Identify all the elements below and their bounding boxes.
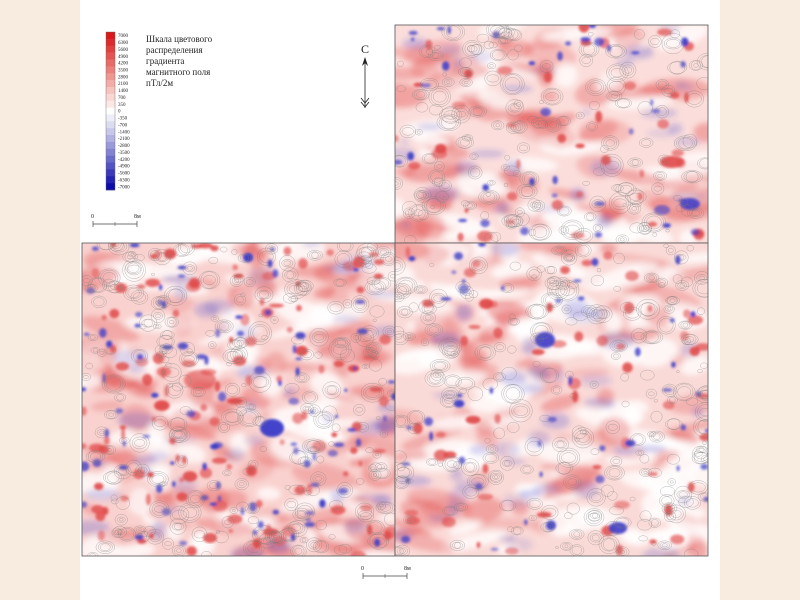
north-arrow: С xyxy=(360,42,370,108)
legend-swatch xyxy=(106,128,115,136)
legend-tick-label: 700 xyxy=(118,96,126,101)
legend-tick-label: -4900 xyxy=(118,165,130,170)
legend-swatch xyxy=(106,86,115,95)
scale-bar-bottom: 0 8м xyxy=(361,566,411,579)
survey-grid-bottom-right xyxy=(394,242,709,557)
scale-top-end: 8м xyxy=(134,214,141,220)
legend-tick-label: -700 xyxy=(118,123,128,128)
legend-swatch xyxy=(106,45,115,53)
legend-title-line-2: распределения xyxy=(146,45,203,55)
color-legend: 7000630056004900420035002800210014007003… xyxy=(105,31,213,191)
legend-swatch xyxy=(106,183,115,191)
legend-tick-label: -1400 xyxy=(118,130,130,135)
legend-tick-label: 0 xyxy=(118,110,121,115)
legend-tick-label: 3500 xyxy=(118,69,129,74)
scale-bottom-end: 8м xyxy=(404,566,411,572)
scale-bottom-zero: 0 xyxy=(361,566,364,572)
legend-tick-label: -5600 xyxy=(118,172,130,177)
legend-tick-label: -2800 xyxy=(118,144,130,149)
legend-title-line-5: пТл/2м xyxy=(146,78,173,88)
survey-grid-bottom-left xyxy=(81,242,396,557)
legend-tick-label: 1400 xyxy=(118,89,129,94)
legend-tick-label: 2100 xyxy=(118,82,129,87)
legend-title-line-1: Шкала цветового xyxy=(146,34,213,44)
legend-title-line-3: градиента xyxy=(146,56,184,66)
legend-tick-label: 4200 xyxy=(118,62,129,67)
legend-swatch xyxy=(106,135,115,143)
north-label: С xyxy=(361,42,369,56)
legend-title-line-4: магнитного поля xyxy=(146,67,210,77)
scale-top-zero: 0 xyxy=(91,214,94,220)
legend-swatch xyxy=(106,121,115,129)
legend-swatch xyxy=(106,66,115,74)
legend-tick-label: 350 xyxy=(118,103,126,108)
legend-tick-label: 5600 xyxy=(118,48,129,53)
legend-swatch xyxy=(106,107,115,115)
legend-tick-label: -3500 xyxy=(118,151,130,156)
legend-color-bar xyxy=(105,31,116,191)
legend-tick-label: -6300 xyxy=(118,178,130,183)
legend-swatch xyxy=(106,155,115,163)
legend-tick-label: 6300 xyxy=(118,41,129,46)
legend-swatch xyxy=(106,52,115,60)
legend-swatch xyxy=(106,59,115,67)
legend-tick-label: -350 xyxy=(118,117,128,122)
survey-grid-top-right xyxy=(394,24,709,244)
legend-tick-label: 2800 xyxy=(118,75,129,80)
legend-tick-labels: 7000630056004900420035002800210014007003… xyxy=(118,34,130,190)
legend-tick-label: -4200 xyxy=(118,158,130,163)
legend-swatch xyxy=(106,73,115,81)
legend-swatch xyxy=(106,100,115,108)
legend-swatch xyxy=(106,93,115,101)
legend-swatch xyxy=(106,141,115,150)
legend-tick-label: 7000 xyxy=(118,34,129,39)
legend-swatch xyxy=(106,176,115,184)
legend-swatch xyxy=(106,38,115,47)
legend-tick-label: -2100 xyxy=(118,137,130,142)
legend-swatch xyxy=(106,114,115,122)
legend-tick-label: -7000 xyxy=(118,185,130,190)
legend-swatch xyxy=(106,162,115,170)
scale-bar-top: 0 8м xyxy=(91,214,141,227)
legend-tick-label: 4900 xyxy=(118,55,129,60)
legend-swatch xyxy=(106,169,115,177)
legend-swatch xyxy=(106,32,115,40)
legend-swatch xyxy=(106,80,115,88)
legend-swatch xyxy=(106,148,115,156)
